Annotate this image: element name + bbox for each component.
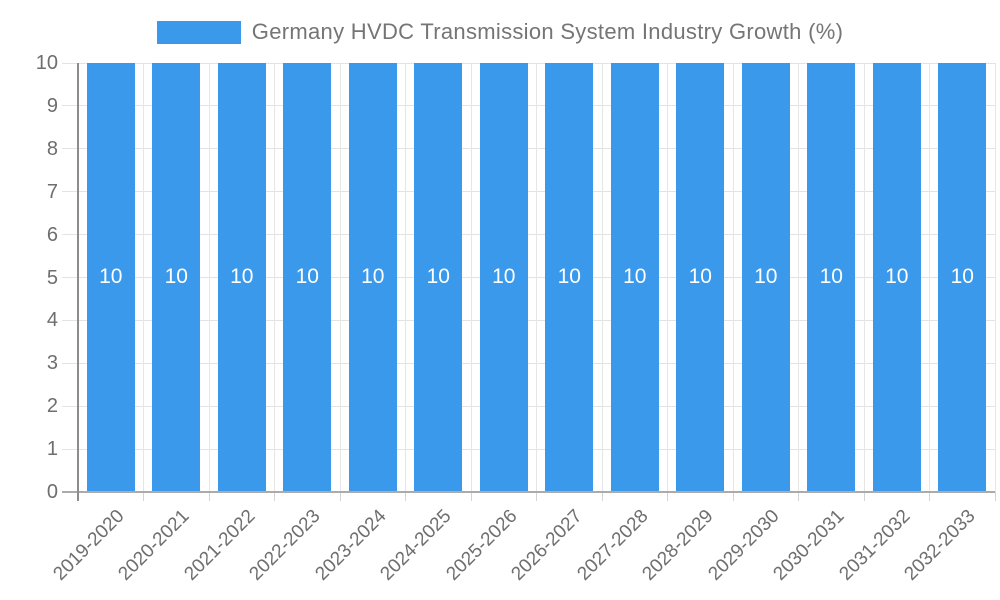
- bar-value-label: 10: [819, 265, 843, 288]
- y-axis-tick-label: 10: [35, 52, 58, 74]
- bar-value-label: 10: [164, 265, 188, 288]
- bar-2023-2024[interactable]: 10: [348, 63, 397, 491]
- y-axis-tick-label: 2: [46, 395, 58, 418]
- vertical-gridline: [274, 63, 275, 492]
- y-axis-tick-label: 1: [46, 438, 58, 461]
- x-axis-tick: [798, 492, 799, 501]
- horizontal-gridline: [62, 319, 995, 321]
- horizontal-gridline: [62, 234, 995, 236]
- bar-2024-2025[interactable]: 10: [414, 63, 463, 491]
- bar-2019-2020[interactable]: 10: [86, 63, 135, 491]
- bar-value-label: 10: [950, 265, 974, 288]
- horizontal-gridline: [62, 362, 995, 364]
- bar-2025-2026[interactable]: 10: [479, 63, 528, 491]
- bar-value-label: 10: [754, 265, 778, 288]
- bar-2020-2021[interactable]: 10: [152, 63, 201, 491]
- bar-value-label: 10: [295, 265, 319, 288]
- horizontal-gridline: [62, 405, 995, 407]
- horizontal-gridline: [62, 62, 995, 64]
- vertical-gridline: [470, 63, 472, 492]
- legend-swatch: [156, 20, 241, 44]
- vertical-gridline: [405, 63, 406, 492]
- x-axis-tick: [470, 492, 472, 501]
- vertical-gridline: [143, 63, 144, 492]
- vertical-gridline: [601, 63, 603, 492]
- bar-value-label: 10: [623, 265, 647, 288]
- bar-2027-2028[interactable]: 10: [610, 63, 659, 491]
- vertical-gridline: [798, 63, 799, 492]
- y-axis-tick-label: 9: [46, 94, 58, 117]
- x-axis-tick: [274, 492, 275, 501]
- bar-2028-2029[interactable]: 10: [676, 63, 725, 491]
- bar-2032-2033[interactable]: 10: [938, 63, 987, 491]
- vertical-gridline: [536, 63, 537, 492]
- x-axis-tick: [143, 492, 144, 501]
- y-axis-tick-label: 6: [46, 223, 58, 246]
- horizontal-gridline: [62, 277, 995, 278]
- x-axis-tick: [339, 492, 341, 501]
- vertical-gridline: [863, 63, 865, 492]
- bar-value-label: 10: [885, 265, 909, 288]
- bar-value-label: 10: [492, 265, 516, 288]
- vertical-gridline: [667, 63, 668, 492]
- y-axis-tick-label: 4: [46, 309, 58, 332]
- bar-2022-2023[interactable]: 10: [283, 63, 332, 491]
- y-axis-tick-label: 8: [46, 137, 58, 160]
- bar-2030-2031[interactable]: 10: [807, 63, 856, 491]
- y-axis-tick-label: 3: [46, 352, 58, 375]
- bar-value-label: 10: [361, 265, 385, 288]
- x-axis-tick: [208, 492, 210, 501]
- bar-2031-2032[interactable]: 10: [872, 63, 921, 491]
- horizontal-gridline: [62, 191, 995, 193]
- vertical-gridline: [929, 63, 930, 492]
- bar-2026-2027[interactable]: 10: [545, 63, 594, 491]
- bar-2029-2030[interactable]: 10: [741, 63, 790, 491]
- x-axis-tick: [863, 492, 865, 501]
- x-axis-tick: [994, 492, 996, 501]
- vertical-gridline: [339, 63, 341, 492]
- x-axis-tick: [732, 492, 734, 501]
- bar-value-label: 10: [230, 265, 254, 288]
- x-axis-tick: [929, 492, 930, 501]
- x-axis-tick: [601, 492, 603, 501]
- bar-value-label: 10: [688, 265, 712, 288]
- chart-legend-item[interactable]: Germany HVDC Transmission System Industr…: [0, 18, 1000, 46]
- vertical-gridline: [994, 63, 996, 492]
- bar-2021-2022[interactable]: 10: [217, 63, 266, 491]
- y-axis-line: [77, 63, 79, 501]
- horizontal-gridline: [62, 105, 995, 107]
- x-axis-line: [62, 491, 995, 493]
- horizontal-gridline: [62, 148, 995, 150]
- vertical-gridline: [732, 63, 734, 492]
- x-axis-tick: [405, 492, 406, 501]
- x-axis-tick: [667, 492, 668, 501]
- bar-value-label: 10: [99, 265, 123, 288]
- bar-value-label: 10: [557, 265, 581, 288]
- legend-label: Germany HVDC Transmission System Industr…: [251, 19, 844, 44]
- horizontal-gridline: [62, 448, 995, 450]
- y-axis-tick-label: 0: [46, 481, 58, 503]
- y-axis-tick-label: 5: [46, 266, 58, 289]
- vertical-gridline: [208, 63, 210, 492]
- x-axis-tick: [536, 492, 537, 501]
- bar-value-label: 10: [426, 265, 450, 288]
- y-axis-tick-label: 7: [46, 180, 58, 203]
